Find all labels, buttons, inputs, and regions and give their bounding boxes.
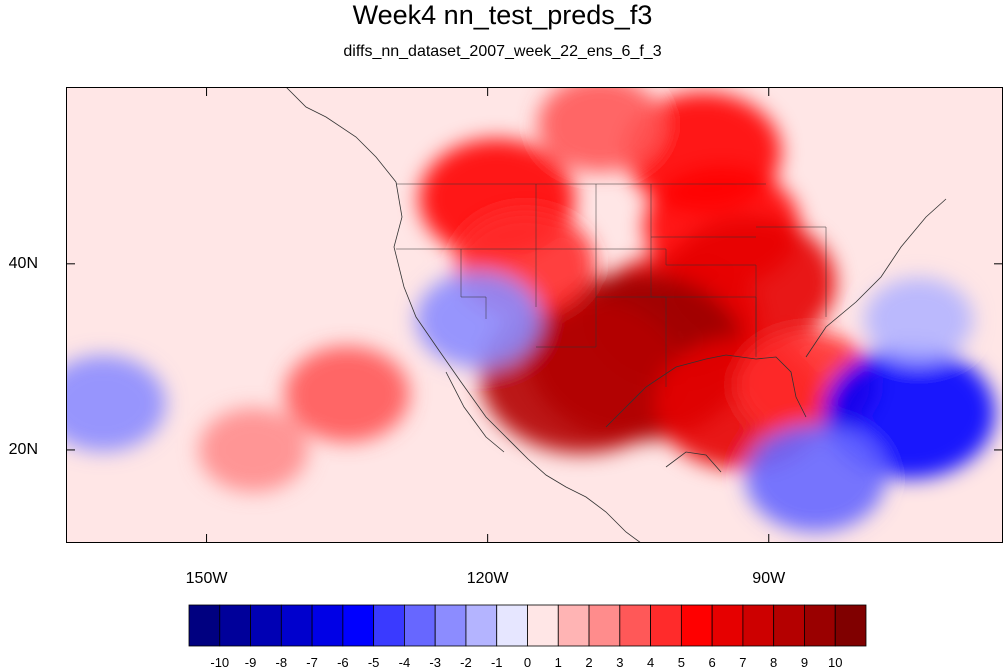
colorbar-label-17: 7 — [739, 655, 747, 670]
anomaly-cell-11 — [284, 346, 410, 443]
colorbar-label-3: -7 — [306, 655, 318, 670]
colorbar-swatch-6 — [373, 604, 405, 647]
colorbar-swatch-13 — [588, 604, 621, 647]
colorbar-swatch-10 — [496, 604, 528, 647]
colorbar-swatch-16 — [680, 604, 713, 647]
colorbar-label-15: 5 — [677, 655, 685, 670]
colorbar-label-19: 9 — [800, 655, 809, 670]
lat-label-0: 40N — [8, 254, 38, 272]
lat-label-1: 20N — [8, 440, 38, 458]
colorbar-swatch-8 — [434, 604, 467, 647]
lon-label-2: 90W — [752, 570, 786, 587]
colorbar-label-6: -4 — [398, 655, 411, 670]
colorbar-swatch-19 — [773, 604, 805, 647]
colorbar-label-14: 4 — [646, 655, 655, 670]
anomaly-map — [66, 87, 1003, 543]
colorbar-label-10: 0 — [523, 655, 532, 670]
coastline — [285, 87, 947, 543]
anomaly-cell-17 — [864, 277, 974, 362]
colorbar-swatch-9 — [465, 604, 498, 647]
colorbar-swatch-3 — [280, 604, 313, 647]
anomaly-cell-1 — [537, 87, 663, 173]
colorbar-label-1: -9 — [244, 655, 257, 670]
colorbar-label-2: -8 — [275, 655, 288, 670]
colorbar-label-20: 10 — [827, 655, 843, 670]
colorbar-swatch-17 — [711, 604, 744, 647]
colorbar-swatch-0 — [188, 604, 221, 647]
colorbar-swatch-5 — [342, 604, 375, 647]
colorbar-label-5: -5 — [367, 655, 380, 670]
colorbar-swatch-2 — [250, 604, 282, 647]
colorbar-swatch-18 — [742, 604, 775, 647]
colorbar-swatch-1 — [219, 604, 251, 647]
colorbar-swatch-7 — [404, 604, 436, 647]
colorbar-label-4: -6 — [337, 655, 349, 670]
colorbar-swatch-14 — [619, 604, 651, 647]
map-subtitle: diffs_nn_dataset_2007_week_22_ens_6_f_3 — [343, 43, 662, 60]
colorbar-label-9: -1 — [490, 655, 503, 670]
anomaly-cell-16 — [415, 271, 541, 368]
state-borders — [396, 183, 827, 387]
colorbar-swatch-15 — [650, 604, 682, 647]
colorbar-swatch-21 — [834, 604, 867, 647]
axis-ticks — [66, 87, 1003, 543]
map-title: Week4 nn_test_preds_f3 — [352, 0, 653, 30]
anomaly-layer — [66, 87, 996, 532]
map-frame — [66, 87, 1003, 543]
colorbar-swatch-12 — [557, 604, 590, 647]
lon-label-1: 120W — [466, 570, 509, 587]
colorbar-label-7: -3 — [429, 655, 441, 670]
lon-label-0: 150W — [185, 570, 228, 587]
colorbar-label-13: 3 — [616, 655, 624, 670]
colorbar-label-16: 6 — [708, 655, 716, 670]
colorbar-label-8: -2 — [460, 655, 472, 670]
colorbar-label-12: 2 — [585, 655, 593, 670]
colorbar-swatch-11 — [527, 604, 559, 647]
colorbar-label-11: 1 — [554, 655, 562, 670]
anomaly-cell-14 — [745, 423, 886, 532]
colorbar-label-0: -10 — [210, 655, 230, 670]
colorbar-swatch-20 — [804, 604, 836, 647]
anomaly-cell-12 — [198, 407, 308, 492]
colorbar-label-18: 8 — [770, 655, 778, 670]
anomaly-cell-15 — [66, 355, 166, 452]
colorbar-swatch-4 — [311, 604, 344, 647]
